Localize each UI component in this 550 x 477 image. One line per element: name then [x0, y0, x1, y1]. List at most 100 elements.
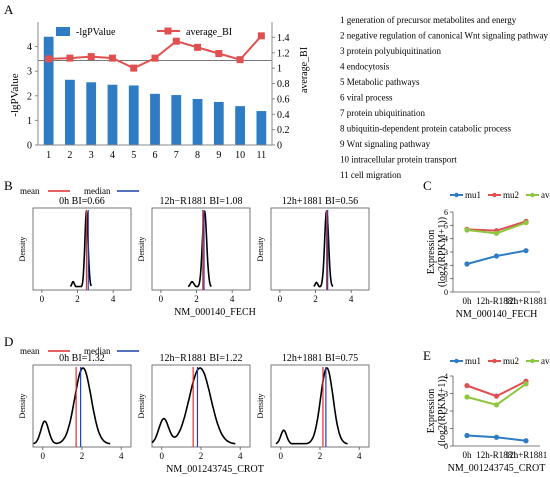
y-axis-label: -lgPValue — [9, 73, 21, 117]
right-tick-label: 0.4 — [277, 110, 290, 121]
panel-b-x-axis-label: NM_000140_FECH — [174, 307, 256, 318]
left-tick-label: 4 — [27, 42, 32, 53]
x-tick-label: 5 — [131, 150, 136, 161]
panel-b-subplot-title-1: 0h BI=0.66 — [59, 196, 105, 207]
panel-label-e: E — [423, 348, 431, 363]
panel-e-legend-label-mu2: mu2 — [503, 356, 519, 366]
panel-d-x-tick-label: 0 — [279, 451, 284, 461]
x-tick-label: 9 — [216, 150, 221, 161]
panel-e-legend-marker-mu2 — [492, 358, 497, 364]
panel-e-legend-marker-average — [530, 358, 535, 364]
panel-d-x-tick-label: 0 — [160, 451, 165, 461]
bar-lgp-7 — [171, 95, 182, 145]
panel-b-legend-label-mean: mean — [20, 186, 40, 196]
x-tick-label: 2 — [67, 150, 72, 161]
panel-label-a: A — [4, 2, 14, 17]
panel-d-x-tick-label: 4 — [119, 451, 124, 461]
panel-b-x-tick-label: 0 — [40, 294, 45, 304]
panel-c-y-tick-label: 4 — [444, 235, 448, 244]
bar-lgp-11 — [256, 111, 267, 145]
panel-c-point-average-3 — [523, 220, 529, 226]
panel-e-point-mu1-2 — [493, 434, 500, 440]
right-tick-label: 0.2 — [277, 125, 290, 136]
panel-e-y-axis-label-2: (log2(RPKM+1)) — [437, 376, 448, 446]
bar-lgp-10 — [235, 106, 245, 145]
panel-c-point-average-1 — [464, 227, 470, 233]
term-6: 6 viral process — [340, 93, 393, 103]
x-tick-label: 10 — [235, 150, 245, 161]
term-4: 4 endocytosis — [340, 62, 390, 72]
right-tick-label: 1 — [277, 64, 282, 75]
legend-label-average-bi: average_BI — [186, 27, 232, 38]
panel-b-y-axis-label: Density — [137, 237, 146, 262]
panel-e-legend-label-average: average — [541, 356, 550, 366]
bar-lgp-2 — [65, 79, 75, 145]
y2-axis-label: average_BI — [299, 47, 310, 93]
bar-lgp-6 — [150, 93, 160, 145]
panel-c-legend-marker-mu1 — [454, 192, 459, 198]
bar-lgp-1 — [43, 36, 54, 146]
panel-d-density-curve-1 — [33, 367, 111, 445]
left-tick-label: 1 — [27, 116, 32, 127]
panel-d-subplot-title-2: 12h−R1881 BI=1.22 — [160, 353, 243, 364]
panel-d-x-tick-label: 4 — [357, 451, 362, 461]
panel-c-y-tick-label: 2 — [444, 261, 448, 270]
panel-e-legend-marker-mu1 — [454, 358, 459, 364]
panel-e-y-tick-label: 1 — [444, 425, 448, 434]
panel-c-x-tick-label: 12h-R1881 — [476, 296, 517, 306]
x-tick-label: 1 — [46, 150, 51, 161]
panel-c-point-mu1-1 — [464, 261, 470, 267]
panel-b-density-curve-3 — [313, 210, 334, 288]
panel-d-subplot-title-1: 0h BI=1.32 — [59, 353, 105, 364]
legend-marker-average-bi — [164, 27, 172, 35]
panel-e-point-mu1-3 — [523, 438, 529, 444]
panel-d-x-tick-label: 2 — [199, 451, 204, 461]
series-line-average-bi — [48, 35, 263, 70]
legend-swatch-lgp — [56, 27, 70, 36]
panel-b-density-curve-2 — [187, 210, 212, 288]
panel-b-x-tick-label: 4 — [111, 294, 116, 304]
x-tick-label: 8 — [195, 150, 200, 161]
term-11: 11 cell migration — [340, 170, 402, 180]
panel-c-y-axis-label: Expression — [426, 230, 437, 274]
panel-e-x-tick-label: 12h+R1881 — [505, 450, 548, 460]
panel-b-plot-frame-2 — [151, 207, 251, 291]
panel-e-y-tick-label: 4 — [444, 372, 448, 381]
term-1: 1 generation of precursor metabolites an… — [340, 15, 517, 25]
term-8: 8 ubiquitin-dependent protein catabolic … — [340, 124, 511, 134]
panel-c-point-average-2 — [493, 230, 500, 236]
panel-d-x-axis-label: NM_001243745_CROT — [166, 464, 264, 475]
panel-d-x-tick-label: 2 — [318, 451, 323, 461]
panel-c-y-tick-label: 0 — [444, 288, 448, 297]
panel-d-x-tick-label: 4 — [238, 451, 243, 461]
marker-average-bi-7 — [172, 37, 180, 45]
panel-c-x-axis-label: NM_000140_FECH — [456, 309, 538, 320]
bar-lgp-3 — [86, 82, 97, 145]
panel-e-y-tick-label: 0 — [444, 442, 448, 451]
term-3: 3 protein polyubiquitination — [340, 46, 441, 56]
panel-c-legend-label-mu2: mu2 — [503, 190, 519, 200]
panel-e-x-axis-label: NM_001243745_CROT — [448, 463, 546, 474]
marker-average-bi-2 — [66, 54, 74, 62]
x-tick-label: 11 — [257, 150, 267, 161]
x-tick-label: 4 — [110, 150, 115, 161]
panel-d-y-axis-label: Density — [137, 394, 146, 419]
marker-average-bi-1 — [45, 55, 53, 63]
marker-average-bi-5 — [130, 64, 138, 72]
bar-lgp-4 — [107, 84, 118, 145]
panel-b-y-axis-label: Density — [18, 237, 27, 262]
panel-e-x-tick-label: 12h-R1881 — [476, 450, 517, 460]
right-tick-label: 0 — [277, 141, 282, 152]
panel-d-x-tick-label: 0 — [41, 451, 46, 461]
panel-label-c: C — [423, 178, 432, 193]
panel-c-legend-marker-average — [530, 192, 535, 198]
left-tick-label: 3 — [27, 67, 32, 78]
panel-c-y-tick-label: 6 — [444, 208, 448, 217]
panel-e-point-average-2 — [493, 402, 500, 408]
panel-e-x-tick-label: 0h — [463, 450, 473, 460]
panel-c-legend-label-average: average — [541, 190, 550, 200]
panel-c-x-tick-label: 0h — [463, 296, 473, 306]
marker-average-bi-9 — [215, 50, 223, 58]
panel-e-y-tick-label: 2 — [444, 407, 448, 416]
